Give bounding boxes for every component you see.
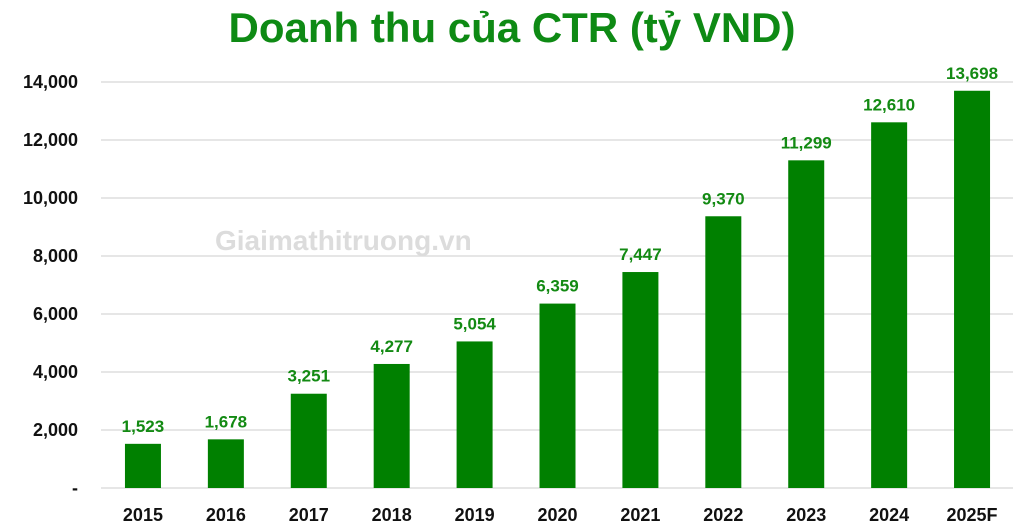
y-tick-label: - — [72, 478, 78, 498]
x-tick-label: 2023 — [786, 505, 826, 525]
data-label: 7,447 — [619, 245, 662, 264]
bar-2024 — [871, 122, 908, 488]
bar-2020 — [539, 303, 576, 488]
data-label: 3,251 — [287, 367, 330, 386]
x-tick-label: 2019 — [455, 505, 495, 525]
bar-2025F — [954, 90, 991, 489]
watermark: Giaimathitruong.vn — [215, 225, 472, 256]
y-tick-label: 2,000 — [33, 420, 78, 440]
data-label: 9,370 — [702, 189, 745, 208]
x-tick-label: 2025F — [947, 505, 998, 525]
bar-2022 — [705, 216, 742, 488]
data-label: 1,523 — [122, 417, 165, 436]
y-tick-label: 12,000 — [23, 130, 78, 150]
x-tick-label: 2015 — [123, 505, 163, 525]
data-label: 11,299 — [781, 133, 832, 152]
x-tick-label: 2016 — [206, 505, 246, 525]
data-label: 13,698 — [946, 64, 998, 83]
bar-2023 — [788, 160, 825, 489]
x-tick-label: 2020 — [537, 505, 577, 525]
y-tick-label: 8,000 — [33, 246, 78, 266]
x-tick-label: 2021 — [620, 505, 660, 525]
bar-2018 — [373, 363, 410, 488]
bar-2015 — [124, 443, 161, 488]
y-tick-label: 14,000 — [23, 72, 78, 92]
x-tick-label: 2024 — [869, 505, 909, 525]
data-label: 5,054 — [453, 314, 496, 333]
bar-2016 — [207, 439, 244, 488]
data-label: 4,277 — [370, 337, 413, 356]
bar-2021 — [622, 272, 659, 488]
y-tick-label: 4,000 — [33, 362, 78, 382]
x-tick-label: 2022 — [703, 505, 743, 525]
y-tick-label: 10,000 — [23, 188, 78, 208]
x-tick-label: 2018 — [372, 505, 412, 525]
bar-2017 — [290, 393, 327, 488]
y-tick-label: 6,000 — [33, 304, 78, 324]
bar-2019 — [456, 341, 493, 488]
data-label: 1,678 — [205, 412, 248, 431]
chart-title: Doanh thu của CTR (tỷ VND) — [228, 4, 796, 51]
data-label: 12,610 — [863, 95, 915, 114]
x-tick-label: 2017 — [289, 505, 329, 525]
data-label: 6,359 — [536, 277, 579, 296]
